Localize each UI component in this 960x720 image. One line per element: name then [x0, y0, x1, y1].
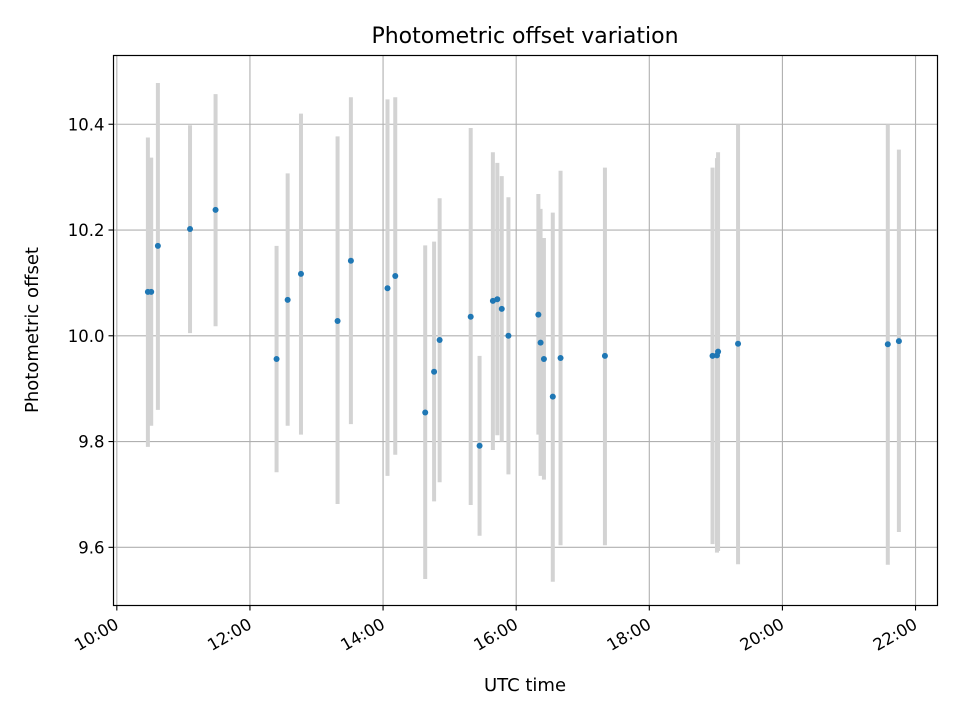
data-point [212, 206, 219, 213]
data-point [431, 368, 438, 375]
y-tick-label: 9.8 [78, 433, 104, 452]
x-gridlines [116, 55, 917, 606]
data-point [436, 337, 443, 344]
data-point [476, 442, 483, 449]
data-point [347, 257, 354, 264]
y-axis-ticks: 9.6 9.8 10.0 10.2 10.4 [68, 115, 114, 557]
data-point [148, 288, 155, 295]
data-point [384, 285, 391, 292]
data-point [334, 317, 341, 324]
data-point [535, 311, 542, 318]
data-point [715, 348, 722, 355]
data-point [735, 340, 742, 347]
data-point [549, 393, 556, 400]
data-point [498, 305, 505, 312]
data-point [540, 356, 547, 363]
data-point [895, 338, 902, 345]
y-tick-label: 10.0 [68, 327, 105, 346]
y-tick-label: 10.2 [68, 221, 105, 240]
data-point [273, 356, 280, 363]
data-point [154, 242, 161, 249]
data-point [709, 352, 716, 359]
data-point [467, 313, 474, 320]
y-axis-label: Photometric offset [22, 247, 43, 413]
data-point [557, 355, 564, 361]
chart-title: Photometric offset variation [371, 24, 678, 49]
x-axis-label: UTC time [484, 675, 566, 696]
data-point [422, 409, 429, 416]
plot-frame [112, 54, 939, 607]
data-point [505, 332, 512, 339]
data-point [297, 270, 304, 277]
data-point [884, 341, 891, 348]
data-point [392, 273, 399, 280]
data-point [601, 352, 608, 359]
y-gridlines [113, 123, 938, 548]
data-point [537, 339, 544, 346]
data-point [284, 296, 291, 303]
data-points [144, 206, 902, 449]
data-point [494, 296, 501, 303]
y-tick-label: 10.4 [68, 115, 105, 134]
y-tick-label: 9.6 [78, 538, 104, 557]
data-point [187, 225, 194, 232]
